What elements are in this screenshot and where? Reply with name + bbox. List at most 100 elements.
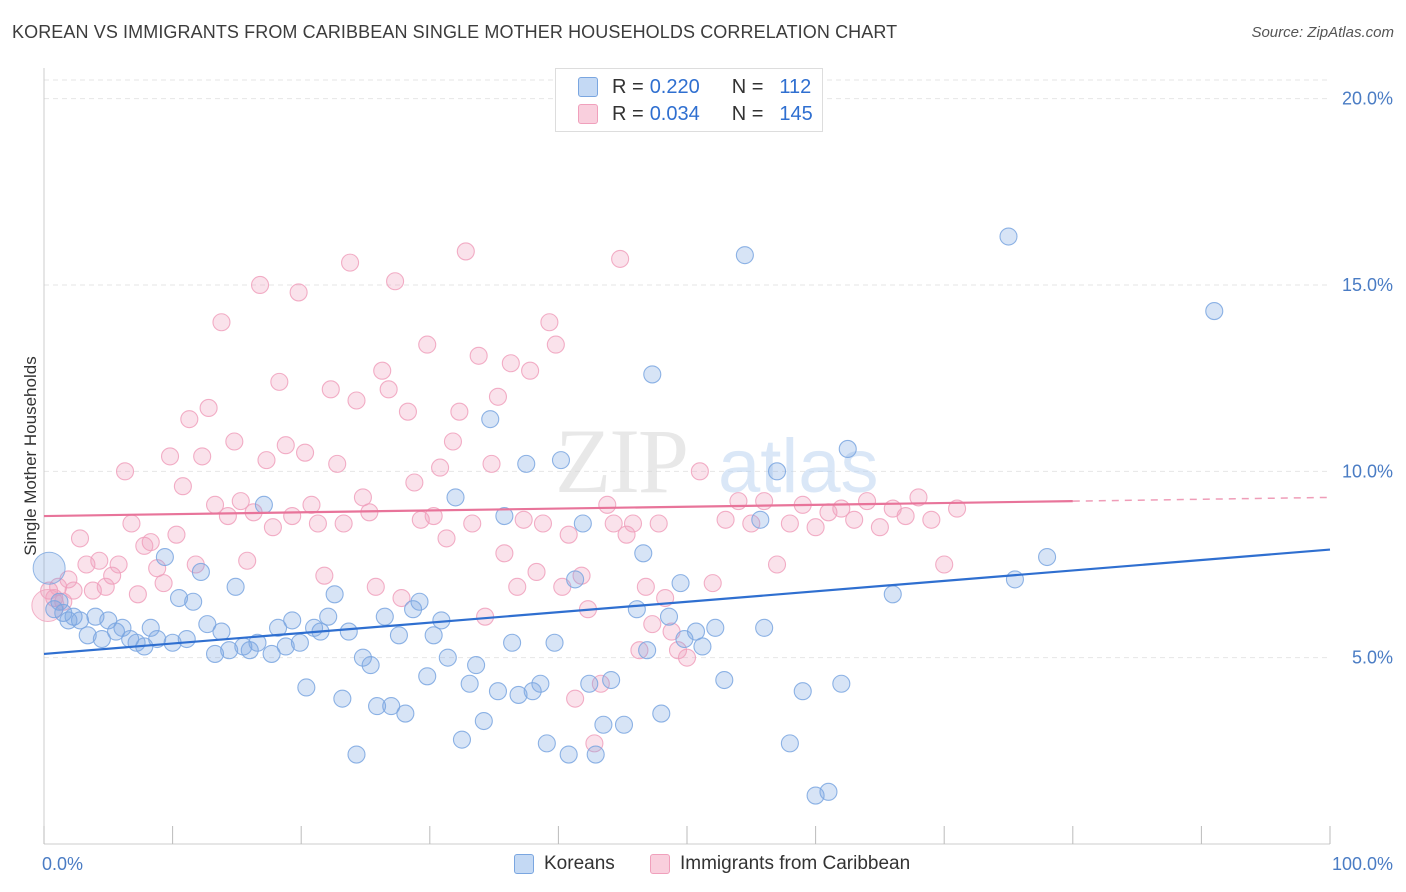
point-koreans [883, 585, 902, 604]
point-koreans [819, 782, 838, 801]
point-koreans [767, 462, 787, 481]
point-koreans [148, 629, 167, 649]
bottom-legend-swatch-koreans [514, 854, 534, 874]
point-caribbean [611, 249, 630, 268]
point-caribbean [604, 514, 623, 533]
point-koreans [586, 745, 605, 764]
point-caribbean [96, 577, 115, 596]
point-koreans [793, 682, 812, 701]
bottom-legend-label-caribbean: Immigrants from Caribbean [680, 853, 911, 874]
point-koreans [254, 495, 273, 514]
point-caribbean [742, 514, 761, 533]
point-koreans [220, 641, 239, 660]
point-caribbean [199, 398, 218, 418]
point-koreans [638, 641, 657, 660]
point-koreans [460, 674, 479, 693]
legend-r-value: 0.220 [649, 75, 700, 98]
legend-r-label: R = [612, 102, 644, 125]
stats-legend: R = 0.220 N = 112 R = 0.034 N = 145 [555, 68, 823, 132]
point-koreans [634, 544, 653, 563]
point-koreans [191, 562, 210, 581]
point-caribbean [218, 506, 237, 526]
point-koreans [566, 570, 585, 589]
point-caribbean [115, 462, 135, 481]
bottom-legend-swatch-caribbean [650, 854, 670, 874]
y-tick-label: 15.0% [1342, 275, 1393, 295]
point-caribbean [508, 577, 527, 596]
point-koreans [333, 689, 352, 708]
point-caribbean [270, 372, 289, 391]
bottom-legend-caribbean: Immigrants from Caribbean [650, 852, 910, 876]
point-caribbean [948, 499, 967, 518]
point-caribbean [405, 473, 424, 492]
legend-row-caribbean: R = 0.034 N = 145 [578, 101, 813, 127]
point-koreans [832, 674, 851, 693]
point-caribbean [386, 272, 405, 291]
point-koreans [361, 656, 380, 675]
point-caribbean [109, 555, 128, 574]
y-tick-label: 10.0% [1342, 461, 1393, 481]
point-caribbean [617, 525, 636, 544]
point-caribbean [703, 574, 722, 593]
point-koreans [205, 644, 225, 663]
legend-n-value: 112 [779, 75, 812, 98]
point-koreans [404, 600, 423, 619]
y-tick-label: 5.0% [1352, 648, 1393, 668]
point-caribbean [353, 488, 372, 507]
point-koreans [446, 488, 465, 507]
bottom-legend-koreans: Koreans [514, 852, 615, 876]
point-koreans [467, 656, 486, 675]
trendline-koreans [43, 548, 1331, 656]
point-caribbean [755, 492, 774, 511]
point-caribbean [896, 506, 915, 526]
point-koreans [517, 454, 536, 473]
point-caribbean [482, 454, 501, 473]
point-caribbean [128, 585, 147, 604]
point-caribbean [540, 313, 559, 332]
point-caribbean [623, 514, 643, 533]
point-caribbean [514, 510, 533, 529]
point-koreans [643, 365, 662, 384]
point-koreans [671, 574, 690, 593]
point-koreans [715, 670, 734, 690]
point-caribbean [231, 492, 250, 511]
point-koreans [537, 734, 556, 753]
point-caribbean [289, 283, 308, 302]
point-koreans [78, 626, 97, 645]
point-caribbean [398, 402, 417, 421]
point-koreans [452, 730, 472, 749]
point-caribbean [450, 402, 469, 421]
point-koreans [382, 697, 401, 716]
point-koreans [999, 227, 1018, 246]
point-koreans [226, 577, 245, 596]
point-koreans [602, 670, 621, 690]
point-koreans [283, 611, 302, 630]
point-caribbean [495, 544, 514, 563]
legend-n-label: N = [731, 75, 764, 98]
point-koreans [198, 615, 217, 634]
point-caribbean [160, 447, 180, 466]
point-koreans [551, 451, 571, 470]
chart-title: KOREAN VS IMMIGRANTS FROM CARIBBEAN SING… [12, 22, 898, 42]
legend-n-label: N = [731, 102, 764, 125]
point-koreans [262, 644, 281, 663]
point-caribbean [598, 495, 617, 514]
point-koreans [1038, 547, 1057, 567]
point-caribbean [212, 313, 231, 332]
point-koreans [503, 633, 522, 652]
point-caribbean [431, 458, 450, 477]
legend-swatch-caribbean [578, 104, 598, 124]
point-caribbean [238, 551, 257, 570]
point-koreans [141, 618, 160, 637]
series-koreans-points [32, 227, 1224, 805]
point-caribbean [469, 346, 488, 365]
point-caribbean [424, 506, 443, 526]
point-caribbean [257, 451, 276, 470]
point-caribbean [90, 551, 109, 570]
point-koreans [297, 678, 316, 697]
legend-n-value: 145 [779, 102, 813, 125]
point-caribbean [922, 510, 941, 529]
point-koreans [481, 410, 500, 429]
point-caribbean [379, 380, 398, 399]
point-koreans [559, 745, 578, 764]
